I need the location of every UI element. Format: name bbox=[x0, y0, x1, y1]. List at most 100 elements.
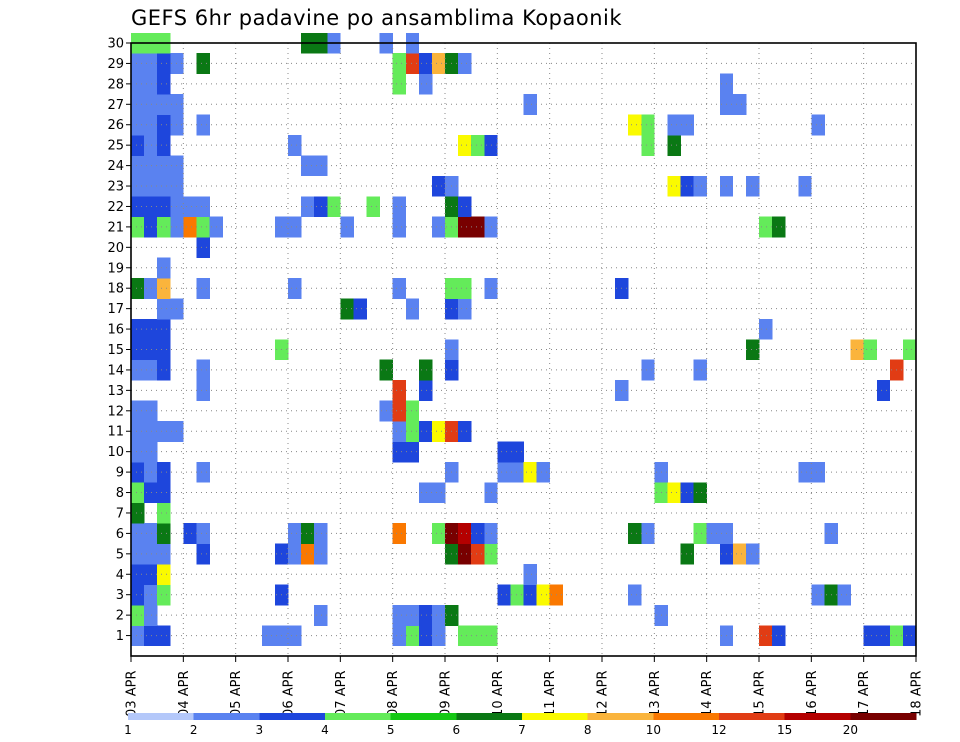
heatmap-cell bbox=[772, 625, 786, 647]
heatmap-cell bbox=[301, 543, 315, 565]
y-tick-label: 19 bbox=[107, 261, 124, 276]
y-tick-label: 8 bbox=[116, 486, 124, 501]
heatmap-cell bbox=[667, 134, 681, 156]
heatmap-cell bbox=[261, 625, 276, 647]
heatmap-cell bbox=[458, 421, 472, 442]
heatmap-cell bbox=[144, 604, 158, 626]
heatmap-cell bbox=[314, 155, 328, 177]
y-tick-label: 30 bbox=[107, 37, 124, 52]
heatmap-cell bbox=[196, 543, 210, 565]
heatmap-cell bbox=[471, 523, 485, 545]
heatmap-cell bbox=[144, 53, 158, 75]
y-tick-label: 15 bbox=[107, 343, 124, 358]
heatmap-cell bbox=[418, 604, 433, 626]
heatmap-cell bbox=[157, 94, 171, 115]
heatmap-cell bbox=[641, 114, 655, 136]
heatmap-cell bbox=[183, 196, 197, 218]
heatmap-cell bbox=[523, 584, 537, 606]
heatmap-cell bbox=[759, 625, 773, 647]
heatmap-cell bbox=[431, 175, 446, 197]
heatmap-cell bbox=[497, 461, 511, 483]
heatmap-cell bbox=[484, 277, 498, 299]
colorbar-label: 3 bbox=[256, 723, 264, 737]
heatmap-cell bbox=[131, 502, 145, 524]
x-tick-label: 06 APR bbox=[282, 671, 297, 717]
colorbar-label: 15 bbox=[777, 723, 792, 737]
heatmap-cell bbox=[144, 543, 158, 565]
colorbar-label: 10 bbox=[646, 723, 661, 737]
heatmap-cell bbox=[144, 73, 158, 95]
heatmap-cell bbox=[471, 134, 485, 156]
heatmap-cell bbox=[392, 604, 407, 626]
heatmap-cell bbox=[745, 339, 760, 361]
heatmap-cell bbox=[131, 441, 145, 463]
y-tick-label: 5 bbox=[116, 547, 124, 562]
y-tick-label: 26 bbox=[107, 118, 124, 133]
heatmap-cell bbox=[732, 94, 747, 115]
heatmap-cell bbox=[157, 461, 171, 483]
heatmap-cell bbox=[157, 625, 171, 647]
x-tick-label: 16 APR bbox=[805, 671, 820, 717]
heatmap-cell bbox=[902, 339, 917, 361]
colorbar-label: 5 bbox=[387, 723, 395, 737]
heatmap-cell bbox=[131, 175, 145, 197]
heatmap-cell bbox=[706, 523, 721, 545]
heatmap-cell bbox=[144, 339, 158, 361]
heatmap-cell bbox=[458, 134, 472, 156]
heatmap-cell bbox=[405, 625, 420, 647]
heatmap-cell bbox=[144, 400, 158, 422]
heatmap-cell bbox=[196, 461, 210, 483]
heatmap-cell bbox=[392, 380, 407, 401]
y-tick-label: 18 bbox=[107, 282, 124, 297]
heatmap-cell bbox=[392, 523, 407, 545]
heatmap-cell bbox=[144, 482, 158, 504]
heatmap-cell bbox=[131, 400, 145, 422]
heatmap-cell bbox=[131, 53, 145, 75]
colorbar-label: 2 bbox=[190, 723, 198, 737]
heatmap-cell bbox=[418, 359, 433, 381]
heatmap-cell bbox=[471, 216, 485, 238]
x-tick-label: 07 APR bbox=[334, 671, 349, 717]
heatmap-cell bbox=[628, 114, 642, 136]
heatmap-cell bbox=[314, 523, 328, 545]
x-tick-label: 15 APR bbox=[753, 671, 768, 717]
y-tick-label: 4 bbox=[116, 568, 124, 583]
x-tick-label: 12 APR bbox=[596, 671, 611, 717]
heatmap-cell bbox=[418, 625, 433, 647]
x-tick-label: 04 APR bbox=[177, 671, 192, 717]
heatmap-cell bbox=[392, 400, 407, 422]
heatmap-cell bbox=[288, 625, 302, 647]
y-tick-label: 3 bbox=[116, 588, 124, 603]
heatmap-cell bbox=[876, 625, 891, 647]
heatmap-cell bbox=[431, 53, 446, 75]
heatmap-cell bbox=[196, 53, 210, 75]
colorbar-segment bbox=[587, 713, 654, 720]
heatmap-cell bbox=[458, 625, 472, 647]
heatmap-cell bbox=[798, 175, 812, 197]
heatmap-cell bbox=[458, 53, 472, 75]
y-tick-label: 27 bbox=[107, 98, 124, 113]
heatmap-cell bbox=[131, 359, 145, 381]
heatmap-cell bbox=[693, 359, 708, 381]
heatmap-cell bbox=[144, 175, 158, 197]
heatmap-cell bbox=[510, 461, 524, 483]
x-tick-label: 03 APR bbox=[125, 671, 140, 717]
heatmap-cell bbox=[811, 114, 825, 136]
heatmap-cell bbox=[196, 196, 210, 218]
y-tick-label: 7 bbox=[116, 506, 124, 521]
heatmap-cell bbox=[392, 53, 407, 75]
heatmap-cell bbox=[392, 216, 407, 238]
heatmap-cell bbox=[157, 502, 171, 524]
y-tick-label: 12 bbox=[107, 404, 124, 419]
heatmap-cell bbox=[458, 277, 472, 299]
heatmap-cell bbox=[196, 523, 210, 545]
heatmap-cell bbox=[144, 359, 158, 381]
heatmap-cell bbox=[131, 134, 145, 156]
heatmap-cell bbox=[628, 523, 642, 545]
heatmap-cell bbox=[157, 277, 171, 299]
colorbar-label: 20 bbox=[843, 723, 858, 737]
heatmap-cell bbox=[536, 461, 551, 483]
heatmap-cell bbox=[131, 482, 145, 504]
heatmap-cell bbox=[131, 114, 145, 136]
